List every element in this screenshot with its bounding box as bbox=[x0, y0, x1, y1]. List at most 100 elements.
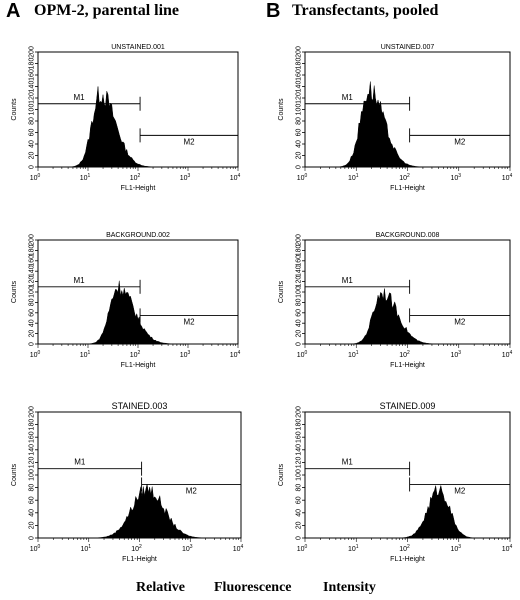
x-tick-label: 104 bbox=[230, 173, 241, 182]
y-tick-label: 60 bbox=[296, 309, 303, 317]
y-tick-label: 80 bbox=[29, 484, 36, 492]
gate-label-m2: M2 bbox=[454, 317, 466, 326]
x-tick-label: 102 bbox=[130, 173, 141, 182]
y-tick-label: 0 bbox=[296, 536, 303, 540]
x-tick-label: 104 bbox=[502, 350, 513, 359]
x-tick-label: 104 bbox=[502, 544, 513, 553]
y-tick-label: 180 bbox=[296, 244, 303, 256]
y-tick-label: 20 bbox=[29, 330, 36, 338]
y-tick-label: 100 bbox=[29, 469, 36, 481]
histogram-6 bbox=[305, 485, 510, 539]
y-tick-label: 200 bbox=[29, 406, 36, 418]
x-tick-label: 103 bbox=[450, 173, 461, 182]
panel-title-a: OPM-2, parental line bbox=[34, 2, 180, 19]
gate-label-m2: M2 bbox=[454, 137, 466, 146]
gate-label-m2: M2 bbox=[183, 317, 195, 326]
x-axis-label: FL1-Height bbox=[390, 556, 425, 563]
x-tick-label: 100 bbox=[297, 544, 308, 553]
y-tick-label: 140 bbox=[29, 444, 36, 456]
y-tick-label: 140 bbox=[29, 265, 36, 277]
x-axis-label: FL1-Height bbox=[121, 362, 156, 369]
y-tick-label: 40 bbox=[29, 319, 36, 327]
gate-label-m2: M2 bbox=[186, 486, 198, 495]
x-tick-label: 100 bbox=[297, 173, 308, 182]
chart-6: STAINED.009020406080100120140160180200Co… bbox=[278, 401, 513, 563]
x-tick-label: 102 bbox=[130, 350, 141, 359]
chart-4: UNSTAINED.007020406080100120140160180200… bbox=[278, 44, 513, 192]
y-tick-label: 160 bbox=[296, 431, 303, 443]
x-tick-label: 104 bbox=[230, 350, 241, 359]
chart-title: STAINED.009 bbox=[380, 401, 436, 411]
y-tick-label: 160 bbox=[29, 431, 36, 443]
y-tick-label: 160 bbox=[29, 255, 36, 267]
y-tick-label: 20 bbox=[29, 152, 36, 160]
y-tick-label: 40 bbox=[296, 319, 303, 327]
x-tick-label: 102 bbox=[399, 173, 410, 182]
gate-label-m2: M2 bbox=[454, 486, 466, 495]
y-tick-label: 60 bbox=[29, 496, 36, 504]
panel-title-b: Transfectants, pooled bbox=[292, 2, 439, 19]
y-tick-label: 0 bbox=[296, 165, 303, 169]
footer-word-intensity: Intensity bbox=[323, 580, 376, 595]
x-tick-label: 101 bbox=[348, 173, 359, 182]
y-tick-label: 200 bbox=[29, 46, 36, 58]
x-tick-label: 103 bbox=[180, 350, 191, 359]
y-tick-label: 180 bbox=[296, 58, 303, 70]
y-tick-label: 0 bbox=[29, 536, 36, 540]
y-tick-label: 160 bbox=[296, 255, 303, 267]
gate-label-m1: M1 bbox=[342, 276, 354, 285]
x-axis-label: FL1-Height bbox=[390, 185, 425, 192]
histogram-5 bbox=[305, 288, 510, 345]
x-tick-label: 103 bbox=[182, 544, 193, 553]
plot-frame bbox=[37, 51, 239, 168]
gate-label-m1: M1 bbox=[342, 93, 354, 102]
chart-3: STAINED.003020406080100120140160180200Co… bbox=[11, 401, 244, 563]
y-tick-label: 0 bbox=[29, 165, 36, 169]
chart-title: BACKGROUND.002 bbox=[106, 232, 170, 239]
y-tick-label: 80 bbox=[296, 484, 303, 492]
footer-word-relative: Relative bbox=[136, 580, 185, 595]
panel-letter-a: A bbox=[6, 0, 21, 22]
chart-1: UNSTAINED.001020406080100120140160180200… bbox=[11, 44, 241, 192]
chart-title: UNSTAINED.001 bbox=[111, 44, 165, 51]
y-tick-label: 100 bbox=[296, 286, 303, 298]
y-tick-label: 20 bbox=[296, 330, 303, 338]
y-axis-label: Counts bbox=[11, 280, 18, 303]
y-tick-label: 200 bbox=[29, 234, 36, 246]
y-axis-label: Counts bbox=[278, 463, 285, 486]
x-tick-label: 101 bbox=[80, 173, 91, 182]
x-tick-label: 103 bbox=[450, 350, 461, 359]
chart-title: STAINED.003 bbox=[112, 401, 168, 411]
chart-title: BACKGROUND.008 bbox=[376, 232, 440, 239]
y-tick-label: 120 bbox=[29, 92, 36, 104]
x-tick-label: 100 bbox=[30, 544, 41, 553]
y-tick-label: 120 bbox=[296, 456, 303, 468]
x-tick-label: 100 bbox=[30, 350, 41, 359]
y-tick-label: 180 bbox=[29, 58, 36, 70]
y-tick-label: 200 bbox=[296, 234, 303, 246]
y-tick-label: 200 bbox=[296, 46, 303, 58]
x-tick-label: 104 bbox=[233, 544, 244, 553]
y-tick-label: 180 bbox=[29, 419, 36, 431]
y-tick-label: 0 bbox=[29, 342, 36, 346]
y-tick-label: 20 bbox=[296, 152, 303, 160]
x-tick-label: 101 bbox=[348, 544, 359, 553]
y-tick-label: 100 bbox=[29, 286, 36, 298]
y-tick-label: 180 bbox=[29, 244, 36, 256]
y-tick-label: 140 bbox=[296, 81, 303, 93]
x-tick-label: 100 bbox=[297, 350, 308, 359]
x-tick-label: 100 bbox=[30, 173, 41, 182]
x-tick-label: 102 bbox=[399, 544, 410, 553]
y-tick-label: 120 bbox=[296, 92, 303, 104]
y-tick-label: 80 bbox=[296, 298, 303, 306]
y-tick-label: 140 bbox=[29, 81, 36, 93]
y-axis-label: Counts bbox=[11, 463, 18, 486]
chart-title: UNSTAINED.007 bbox=[381, 44, 435, 51]
y-tick-label: 120 bbox=[296, 276, 303, 288]
x-tick-label: 102 bbox=[131, 544, 142, 553]
x-tick-label: 103 bbox=[180, 173, 191, 182]
histogram-1 bbox=[38, 86, 238, 168]
x-tick-label: 101 bbox=[80, 350, 91, 359]
y-tick-label: 40 bbox=[29, 140, 36, 148]
x-axis-label: FL1-Height bbox=[122, 556, 157, 563]
